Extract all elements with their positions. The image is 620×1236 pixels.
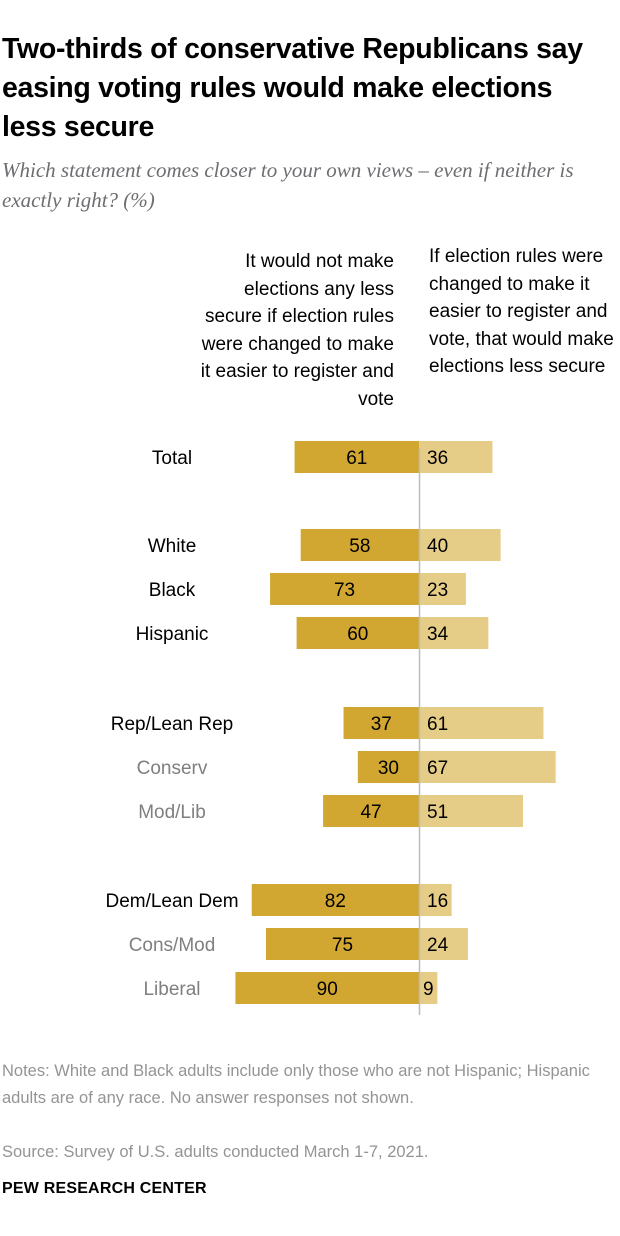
- value-label-right-3: 34: [427, 624, 449, 645]
- bar-right-0: [419, 441, 493, 473]
- bar-left-5: [357, 751, 419, 783]
- value-label-right-7: 16: [427, 891, 448, 912]
- footer-brand: PEW RESEARCH CENTER: [2, 1180, 207, 1197]
- value-label-left-3: 60: [347, 624, 368, 645]
- chart-source: Source: Survey of U.S. adults conducted …: [2, 1143, 429, 1161]
- chart-subtitle: Which statement comes closer to your own…: [2, 158, 574, 212]
- category-label-1: White: [148, 536, 197, 557]
- bar-left-0: [294, 441, 419, 473]
- value-label-left-2: 73: [334, 580, 355, 601]
- bar-left-2: [270, 573, 419, 605]
- bar-left-4: [343, 707, 419, 739]
- bar-right-8: [419, 928, 468, 960]
- bar-right-3: [419, 617, 489, 649]
- value-label-left-5: 30: [378, 758, 399, 779]
- bar-left-3: [296, 617, 419, 649]
- value-label-left-9: 90: [317, 979, 338, 1000]
- value-label-right-6: 51: [427, 802, 448, 823]
- value-label-right-2: 23: [427, 580, 448, 601]
- bar-right-2: [419, 573, 466, 605]
- diverging-bar-chart: 61 36 Total 58 40 White 73 23 Black 60 34 Hispanic 3…: [105, 441, 556, 1015]
- legend-left-series: It would not make elections any less sec…: [200, 251, 394, 410]
- bar-left-8: [266, 928, 419, 960]
- bar-right-9: [419, 972, 438, 1004]
- category-label-2: Black: [149, 580, 196, 601]
- value-label-left-7: 82: [325, 891, 346, 912]
- bar-left-9: [235, 972, 419, 1004]
- value-label-left-8: 75: [332, 935, 353, 956]
- bar-right-4: [419, 707, 544, 739]
- chart-title: Two-thirds of conservative Republicans s…: [2, 33, 583, 143]
- category-label-4: Rep/Lean Rep: [111, 714, 234, 735]
- value-label-left-0: 61: [346, 448, 367, 469]
- value-label-right-5: 67: [427, 758, 448, 779]
- chart-notes: Notes: White and Black adults include on…: [2, 1062, 590, 1107]
- category-label-8: Cons/Mod: [129, 935, 216, 956]
- bar-right-6: [419, 795, 524, 827]
- category-label-6: Mod/Lib: [138, 802, 206, 823]
- legend-right-series: If election rules were changed to make i…: [429, 246, 614, 377]
- bar-right-5: [419, 751, 556, 783]
- bar-left-1: [300, 529, 419, 561]
- category-label-9: Liberal: [143, 979, 200, 1000]
- category-label-0: Total: [152, 448, 192, 469]
- category-label-3: Hispanic: [136, 624, 209, 645]
- value-label-right-0: 36: [427, 448, 448, 469]
- value-label-left-1: 58: [349, 536, 370, 557]
- value-label-left-4: 37: [371, 714, 392, 735]
- value-label-right-9: 9: [423, 979, 434, 1000]
- value-label-left-6: 47: [360, 802, 381, 823]
- value-label-right-8: 24: [427, 935, 449, 956]
- value-label-right-4: 61: [427, 714, 448, 735]
- bar-left-6: [323, 795, 419, 827]
- category-label-7: Dem/Lean Dem: [105, 891, 238, 912]
- bar-right-1: [419, 529, 501, 561]
- category-label-5: Conserv: [137, 758, 208, 779]
- bar-right-7: [419, 884, 452, 916]
- value-label-right-1: 40: [427, 536, 448, 557]
- bar-left-7: [251, 884, 419, 916]
